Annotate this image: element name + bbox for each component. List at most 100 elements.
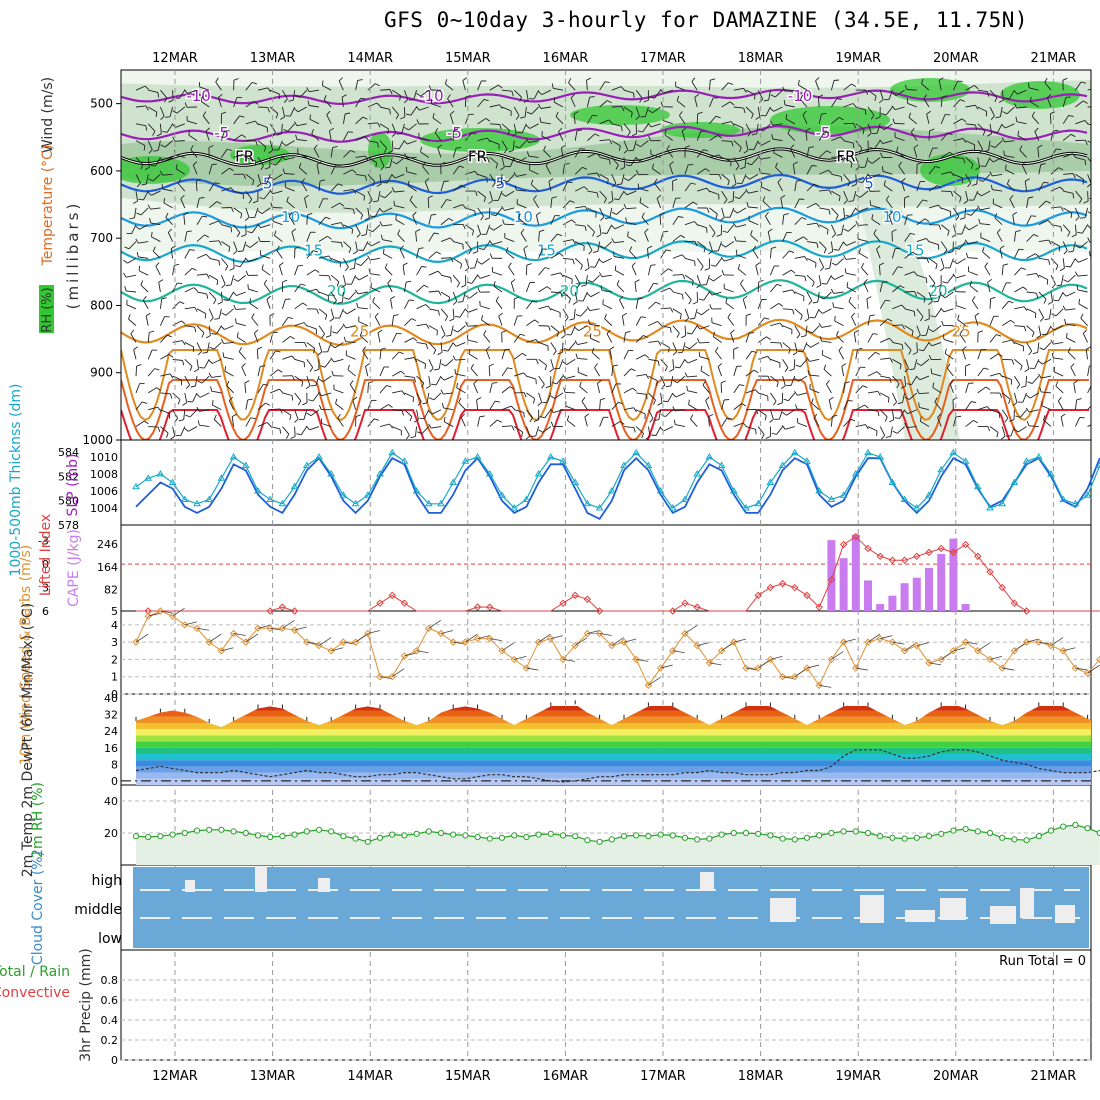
barb-75-805 <box>1049 308 1052 319</box>
barb-35-905 <box>556 375 564 385</box>
barb-33-805 <box>538 305 549 310</box>
barb-flag-12-530 <box>276 133 282 136</box>
barb-74-930 <box>1029 392 1040 399</box>
barb-flag-71-980 <box>1000 435 1006 440</box>
barb-59-580 <box>855 157 860 167</box>
barb-flag-42-680 <box>641 212 645 218</box>
barb-flag-61-580 <box>867 160 873 164</box>
barb-flag-23-955 <box>413 419 419 423</box>
barb-flag-69-855 <box>977 330 983 333</box>
barb-59-730 <box>845 257 856 260</box>
wind-barb-31 <box>514 656 527 660</box>
barb-flag-23-505 <box>405 113 412 116</box>
barb-65-505 <box>923 98 930 108</box>
cape-bar-66 <box>937 554 946 611</box>
barb-25-530 <box>432 117 442 125</box>
barb-flag-61-855 <box>888 337 894 343</box>
barb-50-605 <box>741 174 747 184</box>
barb-flag-39-980 <box>620 421 625 425</box>
barb-33-880 <box>538 358 547 366</box>
li-point-12 <box>278 603 287 611</box>
cloud-bg <box>133 867 1089 948</box>
barb-54-755 <box>794 274 805 277</box>
barb-47-880 <box>699 356 710 360</box>
barb-flag-67-555 <box>962 138 967 143</box>
wind-point-14 <box>303 638 311 646</box>
barb-67-555 <box>953 138 964 142</box>
barb-7-630 <box>221 187 231 192</box>
barb-71-505 <box>999 106 1003 117</box>
barb-0-980 <box>135 420 145 427</box>
barb-17-880 <box>333 358 344 363</box>
barb-flag-27-930 <box>456 382 458 388</box>
barb-24-830 <box>428 325 438 331</box>
rh-point-64 <box>913 834 920 841</box>
barb-24-655 <box>427 197 430 208</box>
wind-barb-40 <box>623 638 637 643</box>
barb-71-780 <box>1001 282 1007 293</box>
barb-flag-77-705 <box>1068 250 1074 253</box>
barb-51-680 <box>748 220 759 226</box>
barb-42-955 <box>648 409 654 419</box>
barb-0-805 <box>126 304 137 310</box>
barb-14-880 <box>306 359 314 368</box>
barb-flag-55-630 <box>814 183 819 187</box>
barb-flag-62-980 <box>885 435 891 438</box>
barb-flag-62-630 <box>883 180 886 186</box>
barb-flag-56-780 <box>812 301 818 304</box>
barb-flag-52-980 <box>765 436 771 439</box>
barb-flag-32-555 <box>514 145 520 149</box>
barb-flag-28-830 <box>465 321 469 327</box>
barb-flag-53-680 <box>783 213 789 216</box>
barb-flag-17-855 <box>330 344 336 349</box>
barb-flag-29-830 <box>481 315 484 321</box>
barb-flag-57-905 <box>823 364 827 370</box>
barb-flag-65-955 <box>918 402 920 408</box>
barb-flag-13-480 <box>288 99 294 102</box>
barb-2-480 <box>160 89 168 99</box>
barb-flag-5-705 <box>204 234 210 238</box>
barb-flag-56-530 <box>821 112 827 115</box>
barb-flag-72-530 <box>1001 124 1006 129</box>
barb-0-955 <box>135 401 143 411</box>
barb-flag-34-955 <box>539 416 546 419</box>
barb-9-855 <box>237 336 247 343</box>
barb-flag-33-555 <box>525 137 530 143</box>
barb-70-830 <box>989 316 995 326</box>
barb-19-605 <box>367 173 376 182</box>
barb-39-755 <box>601 274 612 278</box>
barb-36-730 <box>574 258 583 266</box>
slp-point-51 <box>754 499 763 507</box>
barb-52-805 <box>770 303 780 310</box>
barb-73-605 <box>1021 165 1028 175</box>
barb-flag-18-780 <box>344 297 350 300</box>
wind-point-23 <box>412 647 421 655</box>
barb-47-830 <box>699 325 710 330</box>
barb-35-880 <box>558 359 564 369</box>
barb-flag-71-555 <box>990 145 996 149</box>
barb-flag-0-980 <box>144 420 149 425</box>
wind-barb-29 <box>489 638 502 642</box>
barb-flag-18-555 <box>364 135 369 141</box>
barb-60-680 <box>857 224 869 226</box>
barb-flag-45-630 <box>690 182 696 185</box>
barb-flag-67-955 <box>952 397 958 401</box>
cape-bar-67 <box>949 538 958 611</box>
li-point-70 <box>986 568 994 576</box>
wind-point-46 <box>693 641 701 650</box>
barb-4-505 <box>176 106 186 114</box>
barb-60-705 <box>858 238 869 242</box>
barb-flag-38-630 <box>603 198 607 204</box>
barb-flag-65-730 <box>935 264 938 270</box>
barb-flag-61-730 <box>876 245 881 250</box>
barb-flag-64-605 <box>916 162 922 165</box>
barb-14-480 <box>299 89 308 98</box>
barb-flag-41-505 <box>635 116 640 121</box>
barb-flag-45-780 <box>688 299 692 305</box>
barb-22-555 <box>398 140 405 150</box>
barb-flag-61-655 <box>869 200 872 206</box>
barb-flag-67-755 <box>942 281 948 284</box>
barb-flag-60-655 <box>854 207 860 212</box>
barb-flag-9-755 <box>233 278 239 282</box>
barb-flag-56-755 <box>816 284 822 288</box>
